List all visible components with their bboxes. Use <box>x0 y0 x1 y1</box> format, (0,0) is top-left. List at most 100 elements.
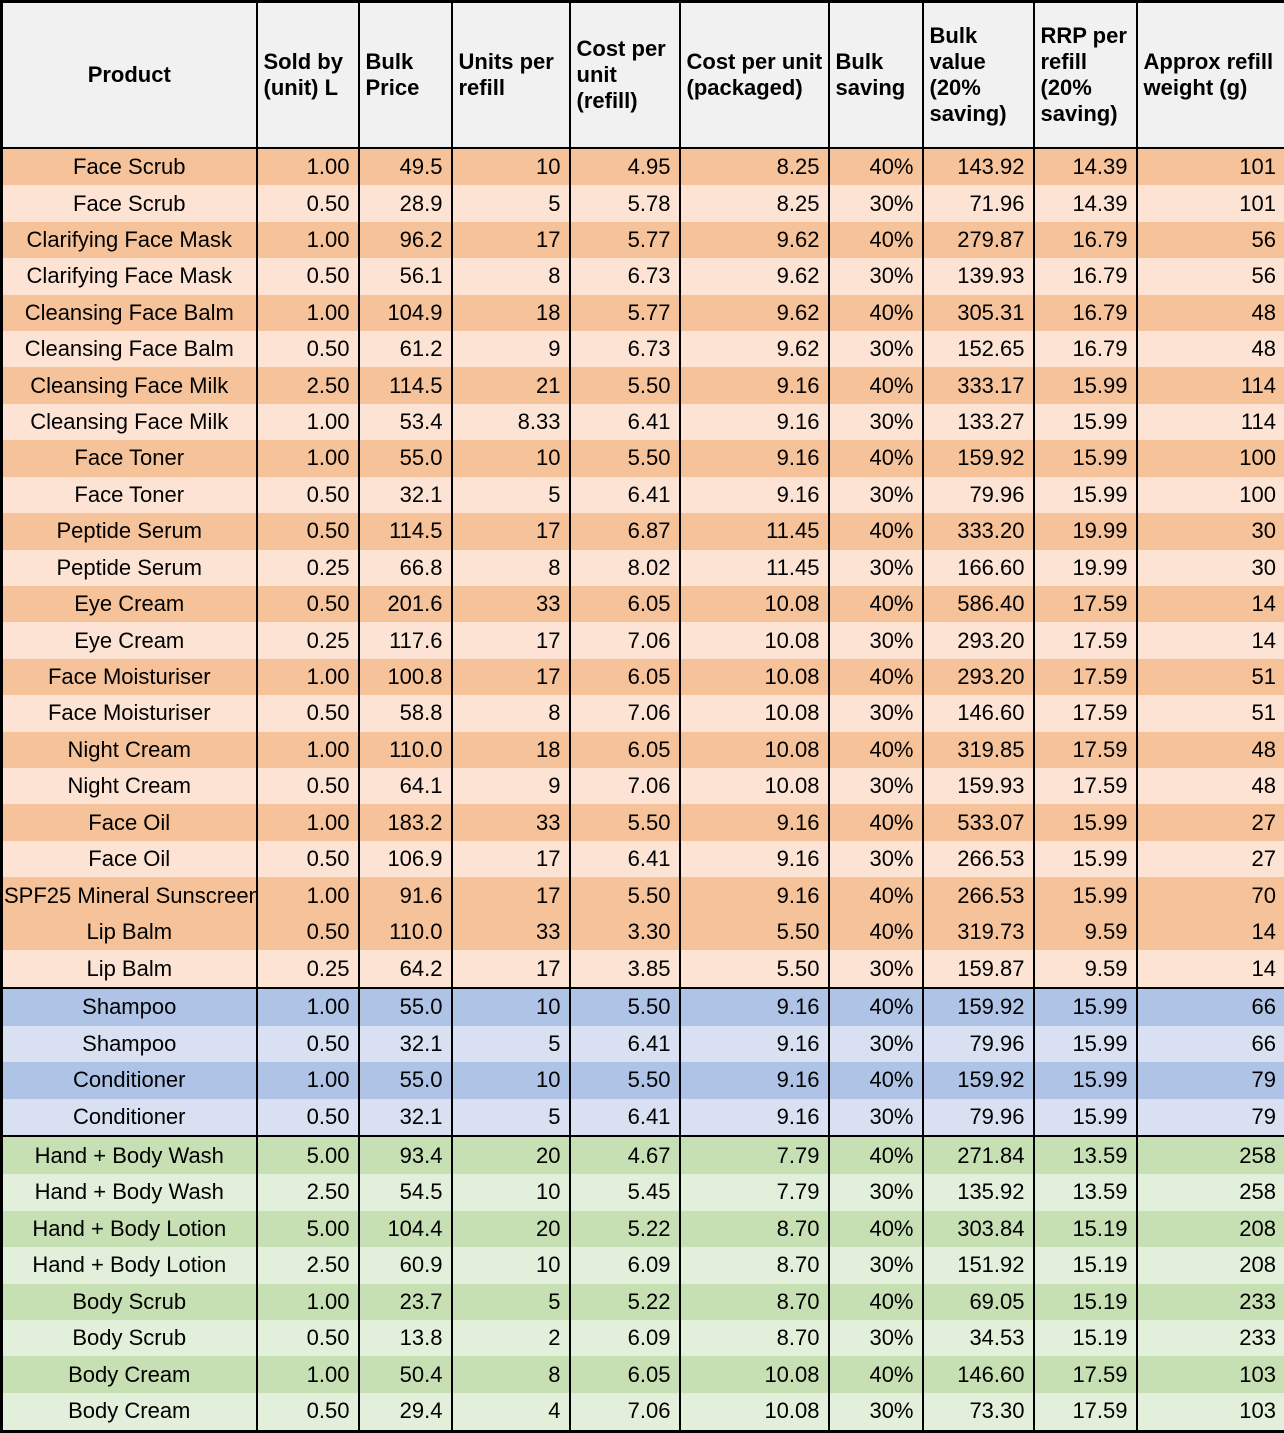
value-cell: 30% <box>827 1025 924 1063</box>
value-cell: 66 <box>1135 1025 1284 1063</box>
value-cell: 53.4 <box>357 403 453 441</box>
column-header: RRP per refill (20% saving) <box>1032 0 1138 149</box>
value-cell: 106.9 <box>357 840 453 878</box>
table-row: Eye Cream 0.50 201.6 33 6.05 10.08 40% 586.40 17… <box>0 585 1284 623</box>
value-cell: 55.0 <box>357 440 453 477</box>
table-row: Shampoo 1.00 55.0 10 5.50 9.16 40% 159.92 15.99 6… <box>0 986 1284 1026</box>
value-cell: 6.73 <box>568 258 681 295</box>
value-cell: 1.00 <box>255 221 360 259</box>
product-cell: Body Scrub <box>0 1283 258 1320</box>
value-cell: 9.16 <box>678 1025 830 1063</box>
value-cell: 20 <box>450 1210 571 1248</box>
table-row: Face Scrub 0.50 28.9 5 5.78 8.25 30% 71.96 14.39… <box>0 185 1284 222</box>
value-cell: 17.59 <box>1032 695 1138 732</box>
value-cell: 11.45 <box>678 513 830 550</box>
value-cell: 70 <box>1135 877 1284 914</box>
value-cell: 13.59 <box>1032 1174 1138 1211</box>
value-cell: 40% <box>827 1062 924 1099</box>
value-cell: 208 <box>1135 1247 1284 1284</box>
value-cell: 10.08 <box>678 585 830 623</box>
table-row: Face Oil 1.00 183.2 33 5.50 9.16 40% 533.07 15.9… <box>0 804 1284 841</box>
value-cell: 15.99 <box>1032 1098 1138 1137</box>
value-cell: 3.85 <box>568 950 681 988</box>
table-row: Cleansing Face Balm 1.00 104.9 18 5.77 9.62 40… <box>0 294 1284 331</box>
table-body: Face Scrub 1.00 49.5 10 4.95 8.25 40% 143.92 14.… <box>0 147 1284 1432</box>
value-cell: 91.6 <box>357 877 453 914</box>
value-cell: 6.87 <box>568 513 681 550</box>
value-cell: 0.50 <box>255 476 360 514</box>
product-cell: Body Cream <box>0 1356 258 1393</box>
value-cell: 6.41 <box>568 840 681 878</box>
value-cell: 30% <box>827 185 924 222</box>
value-cell: 14 <box>1135 913 1284 951</box>
value-cell: 9.62 <box>678 221 830 259</box>
value-cell: 293.20 <box>921 658 1035 696</box>
value-cell: 139.93 <box>921 258 1035 295</box>
value-cell: 17.59 <box>1032 1392 1138 1432</box>
product-cell: Peptide Serum <box>0 513 258 550</box>
value-cell: 6.05 <box>568 731 681 769</box>
value-cell: 10.08 <box>678 731 830 769</box>
value-cell: 5.00 <box>255 1210 360 1248</box>
value-cell: 6.05 <box>568 658 681 696</box>
value-cell: 5.22 <box>568 1283 681 1320</box>
value-cell: 17.59 <box>1032 768 1138 805</box>
value-cell: 114 <box>1135 367 1284 404</box>
product-cell: Peptide Serum <box>0 549 258 586</box>
product-cell: Conditioner <box>0 1062 258 1099</box>
table-row: Cleansing Face Balm 0.50 61.2 9 6.73 9.62 30% 1… <box>0 331 1284 368</box>
value-cell: 110.0 <box>357 731 453 769</box>
value-cell: 9.16 <box>678 804 830 841</box>
value-cell: 17 <box>450 877 571 914</box>
value-cell: 40% <box>827 147 924 186</box>
value-cell: 9 <box>450 768 571 805</box>
value-cell: 15.99 <box>1032 877 1138 914</box>
value-cell: 16.79 <box>1032 331 1138 368</box>
value-cell: 5.50 <box>568 1062 681 1099</box>
value-cell: 5.50 <box>678 913 830 951</box>
value-cell: 159.93 <box>921 768 1035 805</box>
value-cell: 1.00 <box>255 403 360 441</box>
value-cell: 1.00 <box>255 804 360 841</box>
value-cell: 9.16 <box>678 986 830 1026</box>
value-cell: 18 <box>450 731 571 769</box>
value-cell: 1.00 <box>255 147 360 186</box>
value-cell: 30 <box>1135 513 1284 550</box>
value-cell: 9.16 <box>678 1062 830 1099</box>
value-cell: 30% <box>827 258 924 295</box>
value-cell: 30% <box>827 1098 924 1137</box>
value-cell: 40% <box>827 913 924 951</box>
value-cell: 51 <box>1135 658 1284 696</box>
value-cell: 4.67 <box>568 1135 681 1175</box>
product-cell: Lip Balm <box>0 913 258 951</box>
value-cell: 1.00 <box>255 731 360 769</box>
value-cell: 10 <box>450 440 571 477</box>
value-cell: 16.79 <box>1032 258 1138 295</box>
value-cell: 40% <box>827 221 924 259</box>
product-cell: Lip Balm <box>0 950 258 988</box>
value-cell: 15.99 <box>1032 403 1138 441</box>
value-cell: 0.50 <box>255 331 360 368</box>
product-cell: Body Scrub <box>0 1319 258 1357</box>
product-cell: Face Toner <box>0 440 258 477</box>
value-cell: 10.08 <box>678 1356 830 1393</box>
product-cell: Cleansing Face Balm <box>0 331 258 368</box>
product-cell: Cleansing Face Balm <box>0 294 258 331</box>
value-cell: 271.84 <box>921 1135 1035 1175</box>
value-cell: 30% <box>827 403 924 441</box>
value-cell: 15.99 <box>1032 440 1138 477</box>
value-cell: 66.8 <box>357 549 453 586</box>
value-cell: 8 <box>450 695 571 732</box>
value-cell: 34.53 <box>921 1319 1035 1357</box>
value-cell: 48 <box>1135 768 1284 805</box>
value-cell: 61.2 <box>357 331 453 368</box>
value-cell: 279.87 <box>921 221 1035 259</box>
value-cell: 10.08 <box>678 695 830 732</box>
value-cell: 1.00 <box>255 877 360 914</box>
value-cell: 9.59 <box>1032 950 1138 988</box>
product-cell: Cleansing Face Milk <box>0 403 258 441</box>
value-cell: 8 <box>450 549 571 586</box>
value-cell: 19.99 <box>1032 513 1138 550</box>
value-cell: 319.73 <box>921 913 1035 951</box>
